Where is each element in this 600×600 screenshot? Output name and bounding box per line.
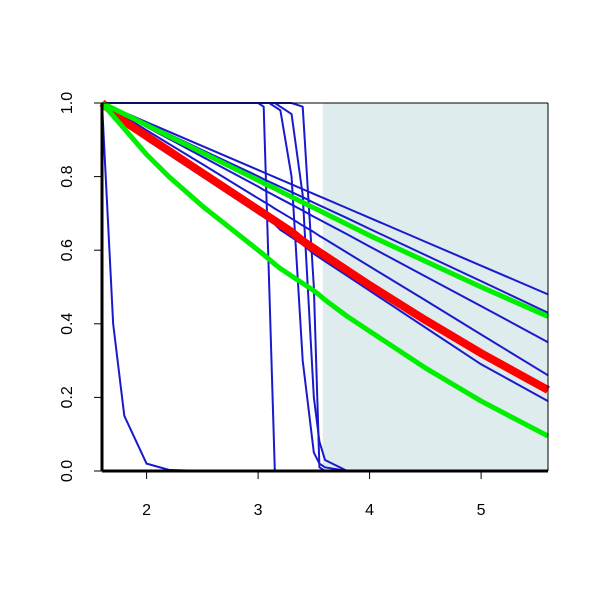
y-tick-label: 0.8 [59,165,76,187]
shaded-region [322,103,548,471]
series-line [101,102,549,377]
series-line [99,99,550,394]
x-tick-label: 3 [254,502,263,519]
y-tick-label: 0.0 [59,460,76,482]
y-tick-label: 0.6 [59,239,76,261]
x-tick-label: 2 [142,502,151,519]
y-tick-label: 0.4 [59,313,76,335]
x-tick-label: 5 [477,502,486,519]
y-tick-label: 1.0 [59,92,76,114]
x-tick-label: 4 [365,502,374,519]
series-line [100,100,550,319]
y-tick-label: 0.2 [59,386,76,408]
series-line [100,101,550,439]
series-line [101,102,549,296]
